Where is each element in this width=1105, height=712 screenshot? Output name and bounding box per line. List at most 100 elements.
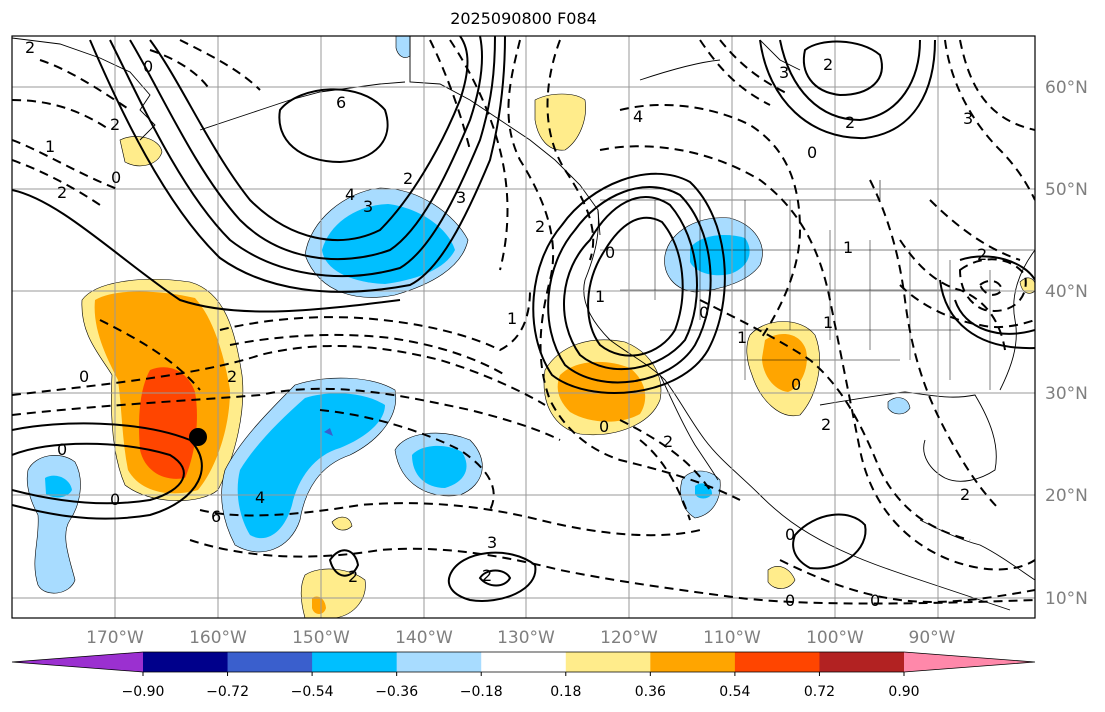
map-title: 2025090800 F084	[450, 9, 597, 28]
lat-label-40: 40°N	[1045, 282, 1088, 302]
contour-trough-3	[109, 36, 496, 278]
negative-anomaly-central-east-core	[412, 445, 467, 488]
contour-label: 1	[737, 328, 747, 347]
lon-label-120w: 120°W	[600, 628, 658, 648]
map-layer	[12, 36, 1035, 618]
contour-label: 2	[823, 55, 833, 74]
negative-anomaly-north-pacific-core	[322, 204, 455, 284]
contour-ridge-2	[587, 216, 684, 357]
colorbar-tick-label: −0.36	[375, 684, 418, 700]
shaded-field	[26, 36, 1035, 618]
positive-anomaly-south-core	[312, 596, 326, 614]
negative-anomaly-gulf	[887, 397, 911, 415]
positive-anomaly-gulf-alaska	[534, 93, 586, 151]
contour-high-ne-2	[779, 39, 921, 122]
contour-label: 4	[633, 107, 643, 126]
colorbar-tick-label: −0.72	[206, 684, 249, 700]
lon-label-130w: 130°W	[497, 628, 555, 648]
lat-label-50: 50°N	[1045, 180, 1088, 200]
lat-label-30: 30°N	[1045, 384, 1088, 404]
contour-trough-1	[149, 36, 469, 241]
contour-label: 0	[699, 303, 709, 322]
contour-label: 2	[821, 415, 831, 434]
positive-anomaly-mexico	[767, 566, 796, 589]
lat-label-20: 20°N	[1045, 486, 1088, 506]
east-coast	[999, 249, 1035, 391]
contour-6-low	[278, 88, 389, 164]
negative-anomaly-central-core	[237, 393, 385, 539]
contour-label: 0	[785, 591, 795, 610]
contour-label: 3	[963, 109, 973, 128]
contour-label: 2	[57, 183, 67, 202]
lon-label-110w: 110°W	[703, 628, 761, 648]
contour-label: 3	[487, 533, 497, 552]
contour-small-south	[328, 549, 360, 577]
colorbar-tick-label: 0.72	[804, 684, 835, 700]
positive-anomaly-small	[331, 516, 353, 531]
contour-label: 1	[595, 287, 605, 306]
contour-ridge-3	[547, 186, 712, 384]
colorbar-segment	[481, 652, 567, 672]
location-marker	[189, 428, 207, 446]
lat-label-60: 60°N	[1045, 78, 1088, 98]
positive-anomaly-texas-core	[762, 334, 807, 392]
contour-label: 1	[823, 313, 833, 332]
longitude-labels: 170°W 160°W 150°W 140°W 130°W 120°W 110°…	[86, 628, 956, 648]
contour-label: 6	[336, 93, 346, 112]
contour-trough-4	[89, 36, 506, 293]
contour-label: 3	[779, 63, 789, 82]
contour-east-1	[939, 279, 1035, 350]
lat-label-10: 10°N	[1045, 589, 1088, 609]
colorbar-segment	[143, 652, 229, 672]
contour-label: 2	[403, 169, 413, 188]
contour-ridge-4	[532, 172, 726, 394]
contour-east-0	[954, 255, 1035, 335]
contour-label: 0	[605, 243, 615, 262]
solid-contours	[12, 36, 1035, 602]
contour-south-low-inner	[478, 569, 512, 587]
contour-label: 0	[807, 143, 817, 162]
contour-label: 4	[345, 185, 355, 204]
colorbar-segment	[650, 652, 736, 672]
colorbar-extend-max	[904, 652, 1035, 672]
positive-anomaly-west-core	[139, 367, 197, 479]
contour-label: 0	[785, 525, 795, 544]
contour-label: 2	[960, 485, 970, 504]
positive-anomaly-east	[1019, 277, 1035, 294]
contour-label: 2	[25, 38, 35, 57]
contour-label: 1	[507, 309, 517, 328]
contour-label: 0	[870, 591, 880, 610]
negative-anomaly-rockies-core	[690, 235, 750, 276]
siberia-coast	[12, 37, 156, 141]
negative-anomaly-dot	[324, 428, 333, 436]
colorbar-segment	[312, 652, 398, 672]
contour-label: 2	[348, 567, 358, 586]
contour-label: 0	[143, 57, 153, 76]
lon-label-160w: 160°W	[189, 628, 247, 648]
colorbar: −0.90 −0.72 −0.54 −0.36 −0.18 0.18 0.36 0.54 0.7…	[11, 651, 1036, 700]
contour-label: 2	[977, 245, 987, 264]
contour-trough-2	[129, 36, 483, 261]
colorbar-segment	[396, 652, 482, 672]
lon-label-140w: 140°W	[395, 628, 453, 648]
contour-trough-5	[12, 189, 401, 313]
colorbar-tick-label: 0.18	[550, 684, 581, 700]
colorbar-segment	[734, 652, 820, 672]
colorbar-segment	[819, 652, 905, 672]
contour-label: 2	[227, 367, 237, 386]
dashed-contours	[12, 39, 1035, 605]
map-frame	[11, 35, 1036, 619]
colorbar-tick-label: −0.54	[291, 684, 334, 700]
contour-label: 6	[211, 507, 221, 526]
gulf-coast	[819, 391, 997, 482]
lon-label-100w: 100°W	[806, 628, 864, 648]
contour-label: 3	[456, 188, 466, 207]
contour-label: 0	[57, 440, 67, 459]
contour-high-ne-3	[759, 39, 936, 140]
latitude-labels: 60°N 50°N 40°N 30°N 20°N 10°N	[1045, 78, 1088, 609]
contour-southwest-1	[12, 422, 203, 520]
colorbar-tick-label: −0.90	[122, 684, 165, 700]
colorbar-tick-label: 0.36	[635, 684, 666, 700]
